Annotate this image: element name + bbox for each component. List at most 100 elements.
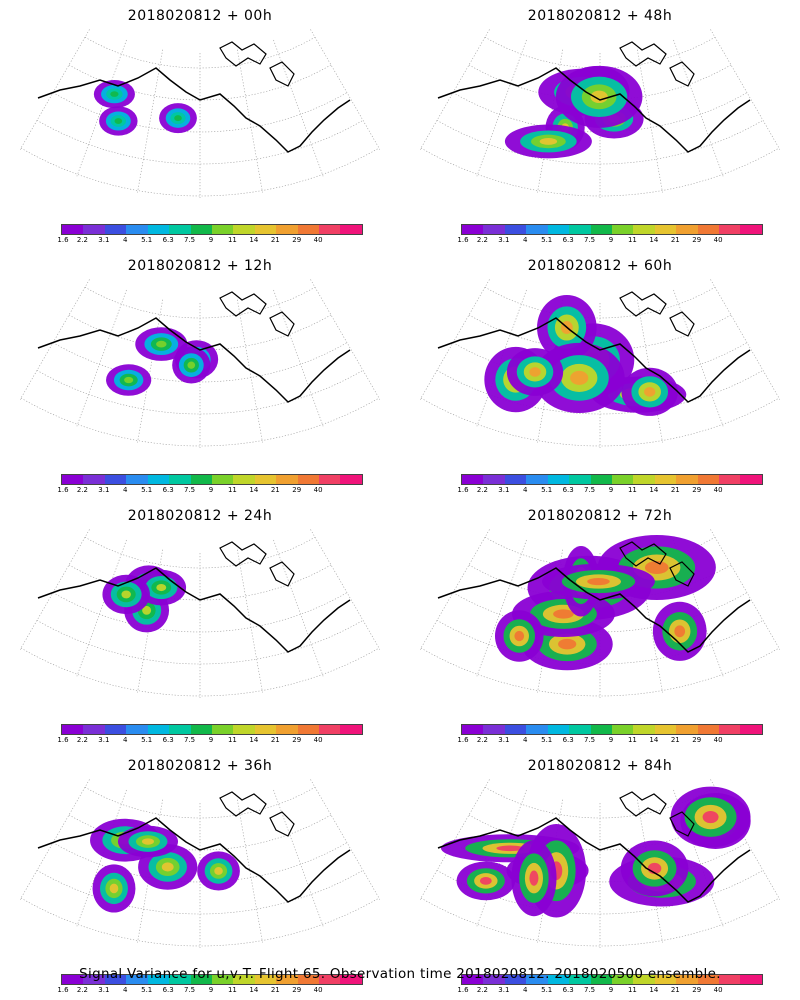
polar-map (20, 278, 380, 448)
map-panel: 2018020812 + 84h 1.6 2.2 3.1 4 5.1 6.3 7.5 9 11 14… (400, 750, 800, 1000)
colorbar-cell (190, 725, 212, 734)
colorbar-label: 1.6 (57, 236, 69, 244)
longitude-line (20, 528, 91, 650)
longitude-line (709, 28, 780, 150)
colorbar-cell (697, 225, 720, 234)
latitude-line (20, 147, 380, 197)
colorbar (461, 474, 763, 485)
longitude-line (709, 278, 780, 400)
colorbar-cell (740, 475, 762, 484)
variance-contour (114, 118, 123, 124)
longitude-line (20, 28, 91, 150)
variance-contour (539, 138, 558, 145)
colorbar-cell (633, 975, 655, 984)
colorbar-label: 4 (123, 236, 128, 244)
longitude-line (273, 789, 324, 927)
colorbar-label: 9 (608, 486, 614, 494)
colorbar-cell (719, 475, 741, 484)
graticule (20, 278, 380, 448)
colorbar-cell (126, 975, 148, 984)
colorbar-cell (169, 225, 191, 234)
colorbar-labels: 1.6 2.2 3.1 4 5.1 6.3 7.5 9 11 14 21 29 40 (57, 986, 361, 996)
colorbar-label: 4 (123, 986, 128, 994)
colorbar-label: 2.2 (476, 236, 488, 244)
colorbar-cell (211, 725, 234, 734)
longitude-line (420, 278, 491, 400)
colorbar-label: 6.3 (562, 986, 574, 994)
colorbar-cell (83, 225, 105, 234)
colorbar (461, 974, 763, 985)
graticule (20, 28, 380, 198)
colorbar-label: 29 (292, 736, 302, 744)
colorbar-label: 40 (713, 986, 723, 994)
arctic-islands (619, 41, 695, 87)
coastline (437, 567, 751, 653)
colorbar-cell (462, 975, 484, 984)
colorbar-label: 14 (649, 986, 659, 994)
colorbar-cell (254, 725, 277, 734)
coastline (37, 317, 351, 403)
colorbar-label: 9 (608, 736, 614, 744)
colorbar-cell (462, 225, 484, 234)
colorbar-cell (297, 225, 320, 234)
longitude-line (237, 549, 263, 693)
colorbar-label: 7.5 (583, 736, 596, 744)
colorbar-cell (740, 975, 762, 984)
colorbar-label: 5.1 (541, 986, 553, 994)
arctic-islands (619, 791, 695, 837)
latitude-line (36, 620, 364, 665)
colorbar-label: 3.1 (498, 486, 510, 494)
coastline (37, 567, 351, 653)
colorbar-cell (233, 975, 255, 984)
variance-contour (529, 870, 539, 886)
colorbar-label: 2.2 (76, 486, 88, 494)
colorbar-label: 5.1 (141, 736, 153, 744)
polar-map (420, 28, 780, 198)
colorbar-label: 11 (627, 736, 637, 744)
colorbar-cell (147, 725, 170, 734)
colorbar-label: 1.6 (457, 236, 469, 244)
polar-map (420, 778, 780, 948)
longitude-line (137, 49, 163, 193)
colorbar-label: 21 (670, 986, 680, 994)
colorbar-cell (319, 475, 341, 484)
colorbar-cell (483, 975, 505, 984)
longitude-line (273, 39, 324, 177)
variance-contour (156, 583, 167, 592)
longitude-line (273, 289, 324, 427)
colorbar-label: 3.1 (98, 986, 110, 994)
colorbar-label: 29 (292, 486, 302, 494)
colorbar-label: 3.1 (98, 736, 110, 744)
colorbar-label: 29 (292, 236, 302, 244)
colorbar-labels: 1.6 2.2 3.1 4 5.1 6.3 7.5 9 11 14 21 29 40 (457, 236, 761, 246)
colorbar-label: 7.5 (183, 236, 196, 244)
colorbar-labels: 1.6 2.2 3.1 4 5.1 6.3 7.5 9 11 14 21 29 40 (57, 486, 361, 496)
colorbar-label: 4 (123, 736, 128, 744)
colorbar-label: 9 (608, 986, 614, 994)
latitude-line (420, 397, 780, 447)
graticule (20, 528, 380, 698)
arctic-islands (619, 291, 695, 337)
coastline (437, 817, 751, 903)
colorbar-cell (233, 475, 255, 484)
colorbar-cell (190, 475, 212, 484)
colorbar-cell (654, 225, 677, 234)
variance-contour (570, 370, 589, 385)
colorbar-cell (169, 975, 191, 984)
latitude-line (484, 786, 716, 819)
variance-field (93, 79, 197, 136)
colorbar-cell (254, 225, 277, 234)
colorbar-label: 3.1 (98, 236, 110, 244)
colorbar-cell (719, 725, 741, 734)
colorbar-cell (654, 475, 677, 484)
colorbar-cell (276, 975, 298, 984)
colorbar-cell (676, 975, 698, 984)
colorbar-cell (547, 975, 570, 984)
colorbar-cell (611, 225, 634, 234)
colorbar-cell (147, 975, 170, 984)
colorbar-cell (569, 225, 591, 234)
latitude-line (436, 620, 764, 665)
latitude-line (36, 120, 364, 165)
variance-contour (553, 609, 574, 619)
